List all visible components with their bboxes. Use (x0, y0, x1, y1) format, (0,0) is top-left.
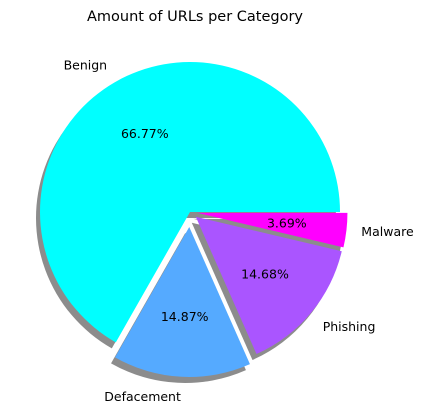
slice-defacement (115, 226, 250, 377)
slice-percent-phishing: 14.68% (241, 266, 289, 281)
slice-benign (39, 62, 340, 343)
slice-label-phishing: Phishing (323, 319, 376, 334)
pie-slices (39, 62, 348, 377)
slice-percent-defacement: 14.87% (161, 309, 209, 324)
slice-label-malware: Malware (361, 224, 414, 239)
slice-label-benign: Benign (64, 57, 108, 72)
slice-phishing (195, 216, 342, 354)
chart-title: Amount of URLs per Category (87, 9, 303, 25)
slice-labels: Benign 66.77% Defacement 14.87% Phishing 14.6… (64, 57, 414, 403)
slice-malware (197, 212, 348, 248)
slice-percent-benign: 66.77% (121, 126, 169, 141)
slice-label-defacement: Defacement (104, 389, 181, 404)
slice-percent-malware: 3.69% (267, 215, 307, 230)
